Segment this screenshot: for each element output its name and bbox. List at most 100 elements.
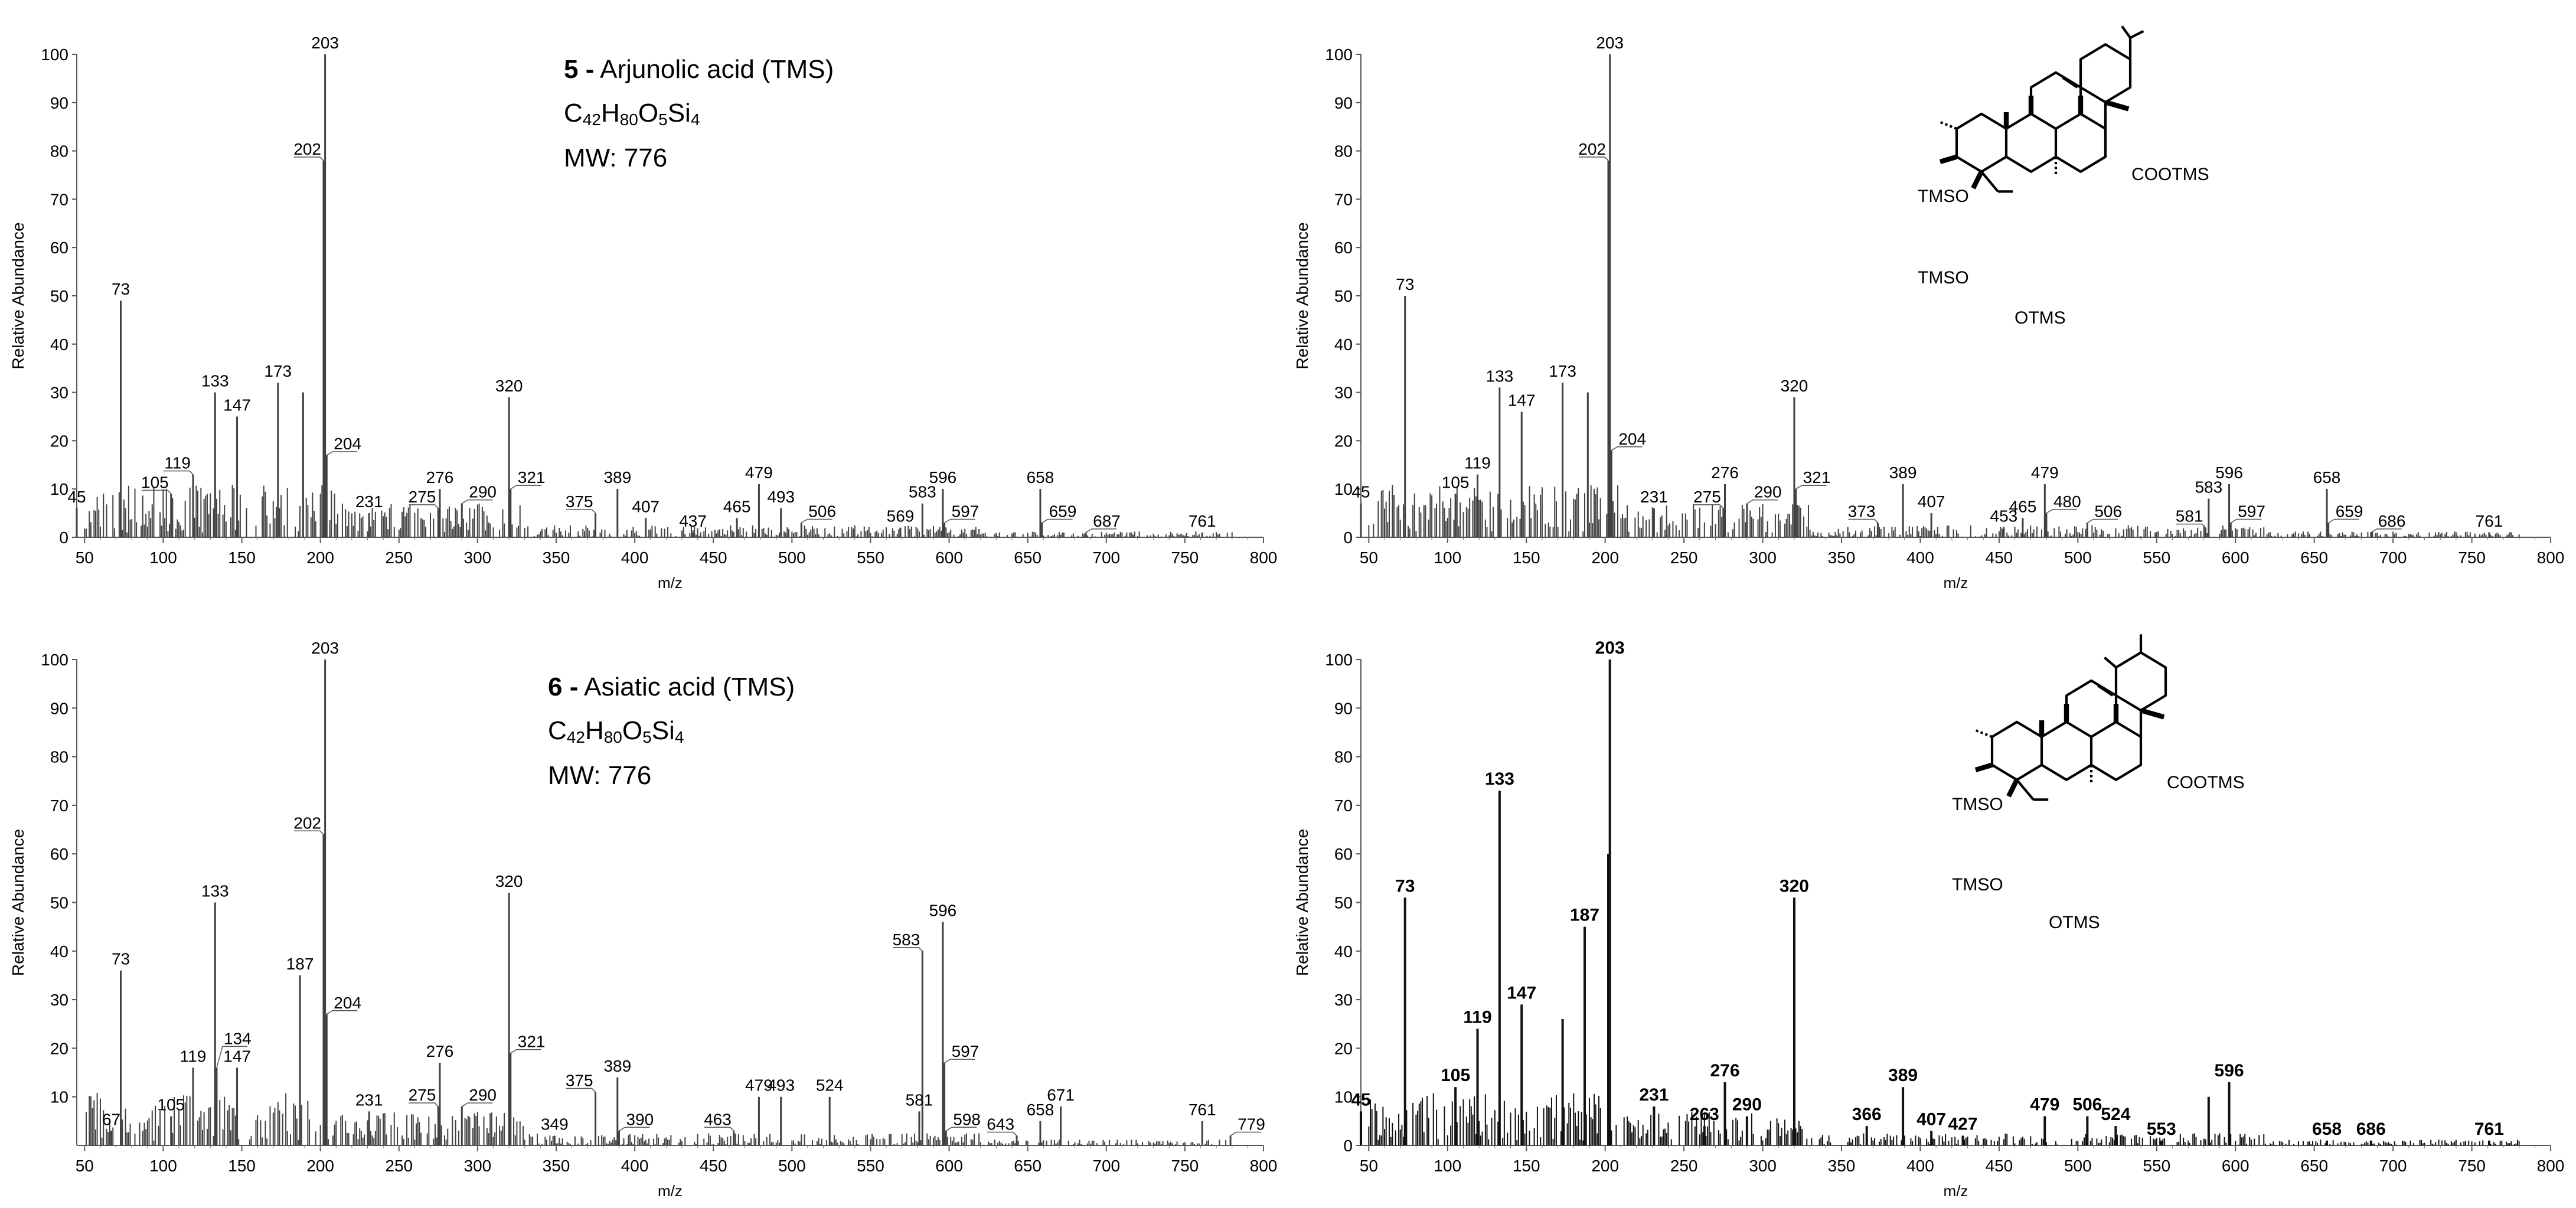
peak-label: 105 [1441,1066,1470,1085]
x-tick-label: 550 [2143,1157,2170,1175]
x-tick-label: 750 [1171,549,1199,567]
peak-label-leader [409,1102,439,1107]
peak-label: 105 [157,1096,185,1114]
peak-label-leader [1611,446,1643,451]
peak-label: 119 [1463,1007,1491,1027]
peak-label: 366 [1852,1105,1882,1124]
peak-label: 349 [541,1115,569,1134]
structure-asiatic-labels: TMSO TMSO OTMS COOTMS [1952,773,2245,932]
y-tick-label: 80 [50,748,68,766]
peak-label: 643 [987,1115,1014,1134]
x-tick-label: 100 [1434,549,1461,567]
peak-label: 463 [704,1110,732,1128]
x-tick-label: 500 [778,549,806,567]
structure-asiatic-acid [1974,634,2167,801]
x-tick-label: 100 [149,549,177,567]
x-tick-label: 350 [543,1157,570,1175]
peak-label-leader [461,1102,493,1107]
x-tick-label: 150 [228,549,256,567]
peak-label: 67 [102,1110,120,1128]
peak-label: 597 [952,1042,980,1060]
peak-label: 389 [603,1057,631,1075]
peak-label: 779 [1238,1115,1265,1134]
y-tick-label: 40 [50,335,68,354]
x-tick-label: 500 [778,1157,806,1175]
y-tick-label: 30 [1334,384,1353,402]
peak-label-leader [326,451,358,456]
peak-label: 596 [929,468,957,487]
peak-label: 658 [1027,1101,1054,1119]
x-tick-label: 650 [1014,549,1041,567]
y-tick-label: 0 [1343,528,1353,547]
x-axis-label: m/z [1944,1182,1968,1200]
peak-label: 276 [426,468,454,487]
peak-label: 320 [1781,377,1808,395]
compound-name: Asiatic acid (TMS) [584,672,795,701]
peak-label: 465 [723,497,751,515]
peak-label-leader [1230,1131,1262,1137]
y-axis-label: Relative Abundance [9,829,27,976]
spectrum-panel-asiatic-reference: 50 100 150 200 250 300 350 400 450 500 550 600 650 70… [1293,638,2564,1200]
peak-label: 119 [164,454,191,472]
peak-label: 147 [223,396,251,414]
y-tick-label: 100 [1325,45,1353,64]
peak-label: 203 [311,34,339,52]
structure-label-cootms: COOTMS [2131,165,2209,184]
y-tick-label: 30 [50,991,68,1009]
peak-label: 553 [2147,1119,2176,1139]
peak-label: 596 [2215,463,2243,482]
y-tick-label: 80 [1334,748,1353,766]
peak-label-leader [2176,523,2206,528]
x-tick-label: 750 [2458,1157,2486,1175]
peak-label-leader [2371,528,2402,533]
peak-label: 465 [2009,497,2037,515]
peak-label: 583 [893,931,920,949]
noise-peaks [1368,1093,2520,1145]
peak-label: 390 [626,1110,654,1128]
molecular-formula: C42H80O5Si4 [548,716,684,746]
x-tick-label: 200 [1591,549,1619,567]
peak-label: 597 [952,502,980,520]
y-tick-label: 20 [50,1039,68,1057]
peak-label: 479 [2030,1095,2059,1115]
peak-label: 204 [1618,430,1646,448]
peak-label-leader [164,470,194,475]
y-tick-label: 80 [50,142,68,161]
peak-label: 479 [2031,463,2059,482]
peak-label: 659 [2336,502,2363,520]
peak-label: 375 [566,1071,593,1089]
y-tick-label: 60 [50,239,68,257]
peak-label: 658 [1027,468,1054,487]
peak-label: 290 [1732,1095,1762,1115]
x-tick-label: 500 [2064,549,2092,567]
peak-label: 597 [2238,502,2265,520]
peak-label: 231 [355,1091,383,1109]
x-tick-label: 700 [2379,1157,2407,1175]
x-tick-label: 650 [2300,1157,2328,1175]
x-tick-label: 50 [1360,549,1378,567]
x-tick-label: 300 [464,1157,492,1175]
y-tick-label: 10 [50,480,68,498]
peak-label-leader [2230,518,2262,524]
peak-label-leader [510,485,541,489]
peak-label: 427 [1948,1115,1977,1134]
peak-label: 187 [286,955,314,973]
peak-label: 761 [1189,512,1216,530]
peak-label: 147 [1507,983,1536,1003]
x-tick-label: 200 [306,1157,334,1175]
y-tick-label: 50 [50,894,68,912]
peak-label: 375 [566,492,593,511]
peak-label-leader [893,947,923,952]
peak-label: 596 [929,901,957,919]
peak-label: 524 [816,1076,844,1095]
peak-label-leader [461,499,493,504]
y-tick-label: 40 [50,942,68,961]
peak-label-leader [987,1131,1017,1137]
peak-label: 581 [906,1091,933,1109]
peak-label: 480 [2053,492,2081,511]
y-tick-label: 20 [1334,432,1353,450]
compound-name: Arjunolic acid (TMS) [600,55,834,84]
peak-label: 173 [264,362,292,380]
x-tick-label: 400 [621,549,649,567]
x-tick-label: 50 [76,549,94,567]
